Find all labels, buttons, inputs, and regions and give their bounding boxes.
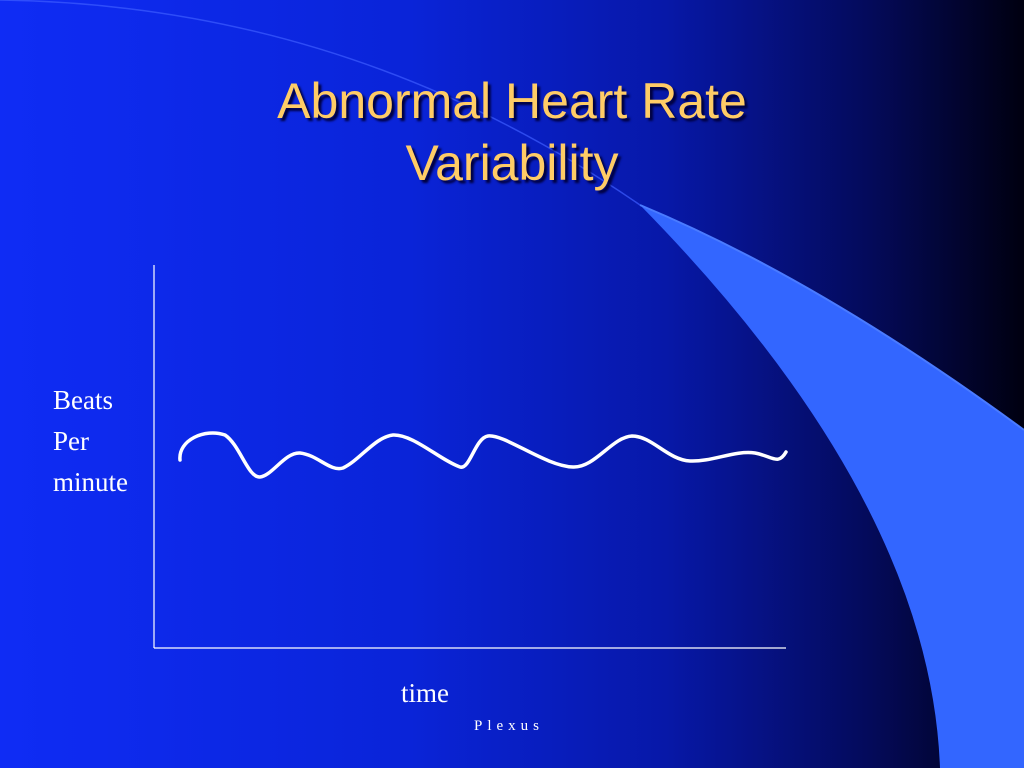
y-axis-label-line-3: minute: [53, 467, 128, 497]
y-axis-label-line-1: Beats: [53, 385, 113, 415]
heart-rate-wave: [178, 431, 788, 479]
y-axis-label: Beats Per minute: [53, 380, 128, 503]
title-line-2: Variability: [405, 135, 619, 191]
title-line-1: Abnormal Heart Rate: [277, 73, 747, 129]
slide-title: Abnormal Heart Rate Variability: [112, 70, 912, 194]
y-axis-label-line-2: Per: [53, 426, 89, 456]
footer-text: Plexus: [474, 718, 545, 734]
x-axis-label: time: [401, 678, 449, 708]
